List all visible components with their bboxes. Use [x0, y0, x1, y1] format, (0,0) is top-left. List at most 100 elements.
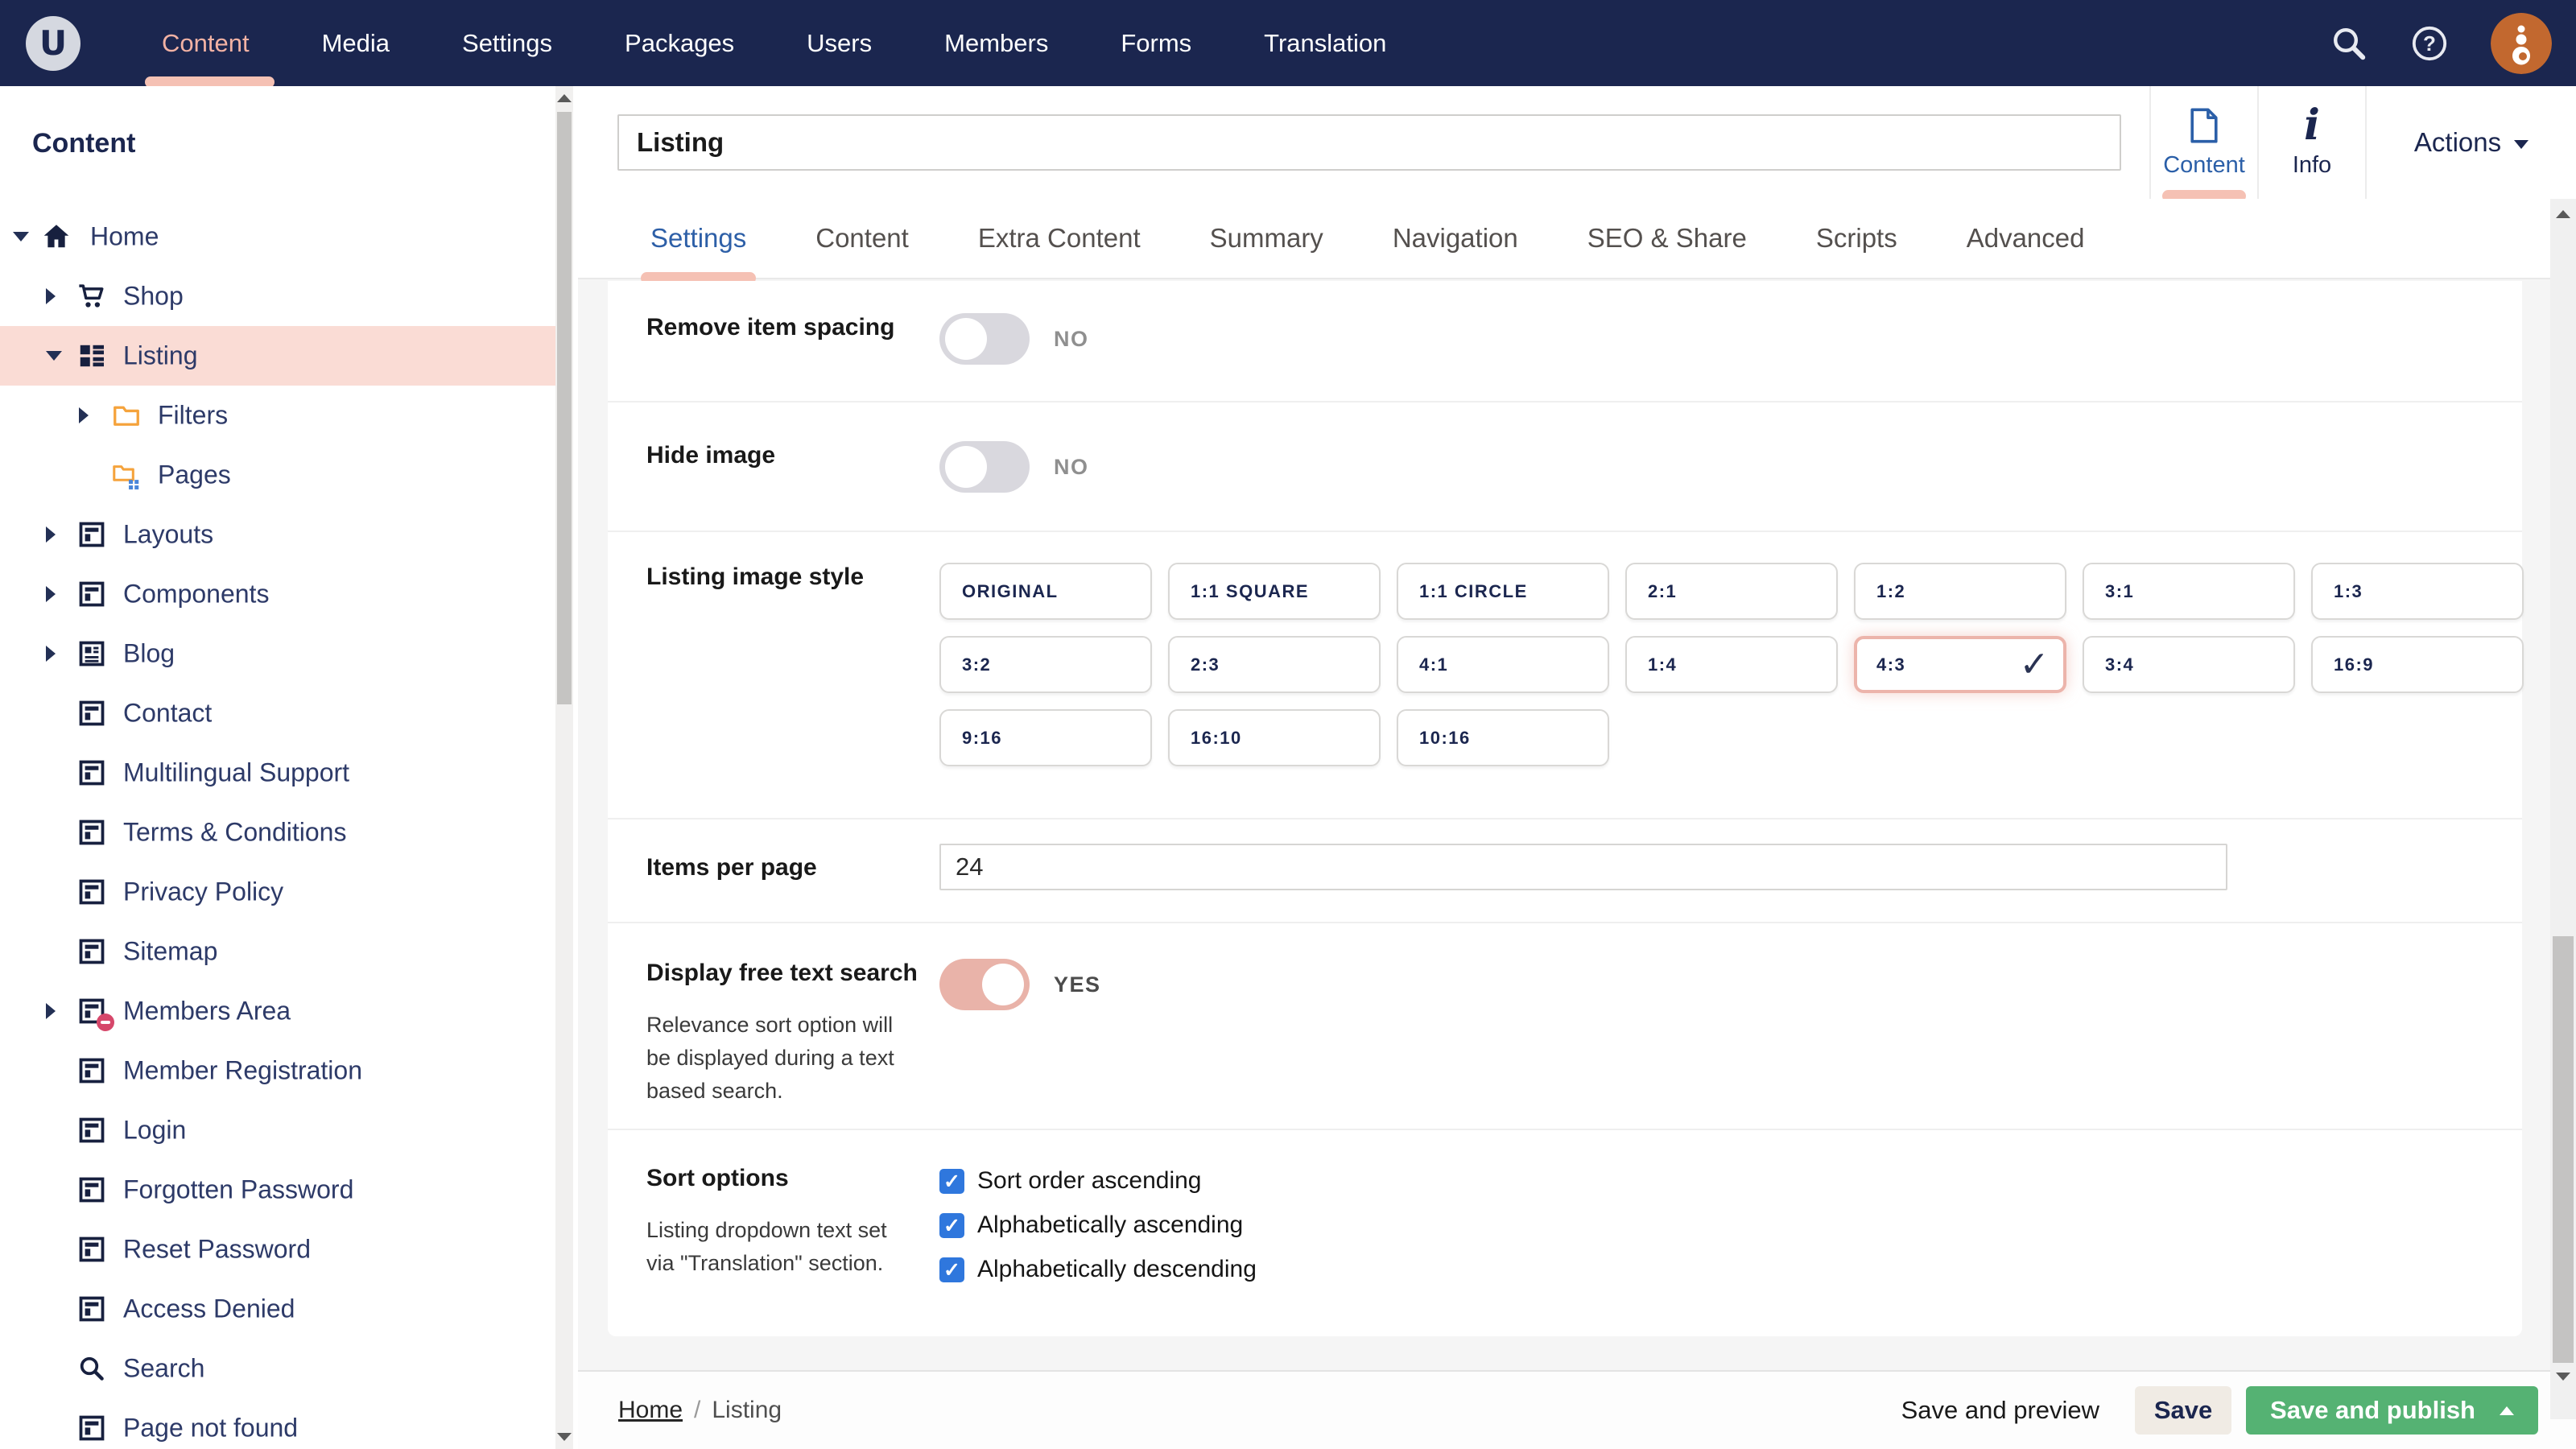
sidebar-item-reset-password[interactable]: Reset Password	[0, 1220, 555, 1279]
breadcrumb-current: Listing	[712, 1397, 782, 1424]
image-style-option-1-1-circle[interactable]: 1:1 CIRCLE	[1397, 563, 1609, 620]
chevron-right-icon[interactable]	[79, 407, 89, 423]
tab-content[interactable]: Content	[815, 199, 909, 278]
sidebar-item-blog[interactable]: Blog	[0, 624, 555, 683]
sidebar-item-listing[interactable]: Listing	[0, 326, 555, 386]
image-style-option-1-3[interactable]: 1:3	[2311, 563, 2524, 620]
free-text-search-toggle[interactable]	[939, 959, 1030, 1010]
chevron-right-icon[interactable]	[46, 1003, 56, 1019]
sidebar-item-home[interactable]: Home	[0, 207, 555, 266]
nav-section-translation[interactable]: Translation	[1228, 0, 1422, 86]
image-style-option-16-10[interactable]: 16:10	[1168, 709, 1381, 766]
items-per-page-input[interactable]	[939, 844, 2227, 890]
tab-seo-share[interactable]: SEO & Share	[1587, 199, 1747, 278]
scroll-up-icon[interactable]	[557, 94, 572, 102]
search-icon[interactable]	[2330, 24, 2368, 63]
chevron-down-icon[interactable]	[46, 351, 62, 361]
image-style-option-16-9[interactable]: 16:9	[2311, 636, 2524, 693]
chevron-right-icon[interactable]	[46, 586, 56, 602]
form-row-items-per-page: Items per page	[608, 818, 2522, 922]
chevron-right-icon[interactable]	[46, 526, 56, 543]
tab-navigation[interactable]: Navigation	[1393, 199, 1518, 278]
nav-section-settings[interactable]: Settings	[426, 0, 588, 86]
checkbox-alphabetically-descending[interactable]: Alphabetically descending	[939, 1256, 2474, 1283]
sidebar-item-multilingual-support[interactable]: Multilingual Support	[0, 743, 555, 803]
sidebar-item-contact[interactable]: Contact	[0, 683, 555, 743]
image-style-option-10-16[interactable]: 10:16	[1397, 709, 1609, 766]
sidebar-item-search[interactable]: Search	[0, 1339, 555, 1398]
nav-section-users[interactable]: Users	[770, 0, 908, 86]
checkbox-checked-icon[interactable]	[939, 1213, 964, 1238]
image-style-option-2-3[interactable]: 2:3	[1168, 636, 1381, 693]
sidebar-item-terms-conditions[interactable]: Terms & Conditions	[0, 803, 555, 862]
sidebar-item-access-denied[interactable]: Access Denied	[0, 1279, 555, 1339]
nav-section-media[interactable]: Media	[286, 0, 426, 86]
image-style-option-2-1[interactable]: 2:1	[1625, 563, 1838, 620]
scroll-up-icon[interactable]	[2556, 210, 2570, 218]
tree-item-label: Privacy Policy	[123, 877, 283, 907]
image-style-option-3-2[interactable]: 3:2	[939, 636, 1152, 693]
scroll-down-icon[interactable]	[2556, 1373, 2570, 1381]
tab-scripts[interactable]: Scripts	[1816, 199, 1897, 278]
nav-section-content[interactable]: Content	[126, 0, 286, 86]
app-tab-content[interactable]: Content	[2149, 86, 2257, 199]
image-style-option-3-4[interactable]: 3:4	[2083, 636, 2295, 693]
actions-dropdown[interactable]: Actions	[2365, 86, 2576, 199]
sidebar-item-components[interactable]: Components	[0, 564, 555, 624]
scroll-down-icon[interactable]	[557, 1433, 572, 1441]
tab-extra-content[interactable]: Extra Content	[978, 199, 1141, 278]
main-scrollbar-thumb[interactable]	[2553, 936, 2574, 1363]
save-and-preview-button[interactable]: Save and preview	[1901, 1396, 2099, 1425]
image-style-option-9-16[interactable]: 9:16	[939, 709, 1152, 766]
main-scrollbar[interactable]	[2550, 199, 2576, 1419]
field-label: Hide image	[646, 441, 939, 470]
tab-summary[interactable]: Summary	[1210, 199, 1323, 278]
image-style-option-1-2[interactable]: 1:2	[1854, 563, 2066, 620]
sidebar-item-member-registration[interactable]: Member Registration	[0, 1041, 555, 1100]
breadcrumb-home-link[interactable]: Home	[618, 1397, 683, 1424]
sidebar-item-layouts[interactable]: Layouts	[0, 505, 555, 564]
sidebar-scrollbar[interactable]	[555, 86, 573, 1449]
sidebar-item-login[interactable]: Login	[0, 1100, 555, 1160]
nav-section-forms[interactable]: Forms	[1084, 0, 1228, 86]
sidebar-item-shop[interactable]: Shop	[0, 266, 555, 326]
image-style-option-original[interactable]: ORIGINAL	[939, 563, 1152, 620]
image-style-option-1-1-square[interactable]: 1:1 SQUARE	[1168, 563, 1381, 620]
sidebar-scrollbar-thumb[interactable]	[557, 112, 572, 704]
checkbox-sort-order-ascending[interactable]: Sort order ascending	[939, 1167, 2474, 1195]
save-button[interactable]: Save	[2135, 1386, 2231, 1435]
image-style-option-3-1[interactable]: 3:1	[2083, 563, 2295, 620]
nav-section-members[interactable]: Members	[908, 0, 1084, 86]
checkbox-checked-icon[interactable]	[939, 1169, 964, 1194]
image-style-option-4-1[interactable]: 4:1	[1397, 636, 1609, 693]
folder-icon	[112, 401, 141, 430]
image-style-options: ORIGINAL 1:1 SQUARE 1:1 CIRCLE 2:1 1:2 3:1 1:3…	[939, 563, 2524, 766]
sidebar-item-privacy-policy[interactable]: Privacy Policy	[0, 862, 555, 922]
image-style-option-4-3[interactable]: 4:3✓	[1854, 636, 2066, 693]
sidebar-item-sitemap[interactable]: Sitemap	[0, 922, 555, 981]
remove-item-spacing-toggle[interactable]	[939, 313, 1030, 365]
app-tab-info[interactable]: i Info	[2257, 86, 2365, 199]
layout-icon	[77, 937, 106, 966]
checkbox-checked-icon[interactable]	[939, 1257, 964, 1282]
sidebar-item-members-area[interactable]: Members Area	[0, 981, 555, 1041]
sidebar-item-filters[interactable]: Filters	[0, 386, 555, 445]
chevron-down-icon[interactable]	[13, 232, 29, 242]
image-style-option-1-4[interactable]: 1:4	[1625, 636, 1838, 693]
sort-options-checkboxes: Sort order ascending Alphabetically ascen…	[939, 1167, 2474, 1283]
save-and-publish-button[interactable]: Save and publish	[2246, 1386, 2538, 1435]
chevron-right-icon[interactable]	[46, 646, 56, 662]
tab-settings[interactable]: Settings	[650, 199, 746, 278]
toggle-knob	[945, 318, 987, 360]
document-title-input[interactable]	[617, 114, 2121, 171]
sidebar-item-page-not-found[interactable]: Page not found	[0, 1398, 555, 1449]
sidebar-item-pages[interactable]: Pages	[0, 445, 555, 505]
user-avatar[interactable]	[2491, 13, 2552, 74]
chevron-right-icon[interactable]	[46, 288, 56, 304]
checkbox-alphabetically-ascending[interactable]: Alphabetically ascending	[939, 1212, 2474, 1239]
tab-advanced[interactable]: Advanced	[1967, 199, 2085, 278]
hide-image-toggle[interactable]	[939, 441, 1030, 493]
help-icon[interactable]: ?	[2410, 24, 2449, 63]
nav-section-packages[interactable]: Packages	[588, 0, 770, 86]
sidebar-item-forgotten-password[interactable]: Forgotten Password	[0, 1160, 555, 1220]
